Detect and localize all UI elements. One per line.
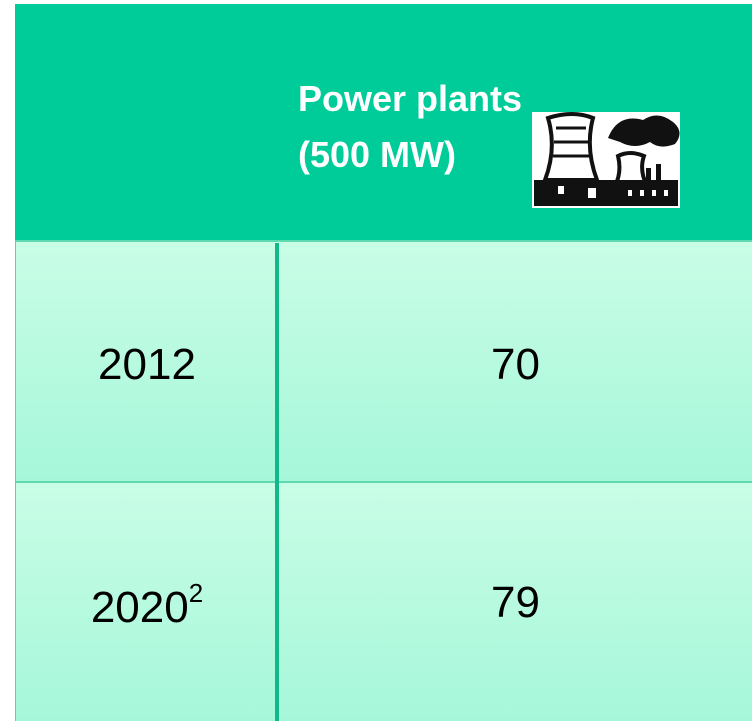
year-cell: 2012	[17, 340, 277, 390]
value-cell: 70	[491, 340, 540, 389]
header-title: Power plants	[298, 78, 523, 119]
table-row	[15, 481, 752, 721]
border	[15, 240, 16, 721]
value-cell: 79	[491, 578, 540, 627]
table-row	[15, 240, 752, 481]
footnote-mark: 2	[188, 578, 204, 608]
year-cell: 20202	[17, 578, 277, 633]
year: 2012	[98, 340, 196, 389]
year: 2020	[90, 583, 189, 632]
header-unit: (500 MW)	[298, 134, 457, 175]
power-plant-icon	[532, 112, 680, 208]
column-divider	[275, 243, 279, 721]
